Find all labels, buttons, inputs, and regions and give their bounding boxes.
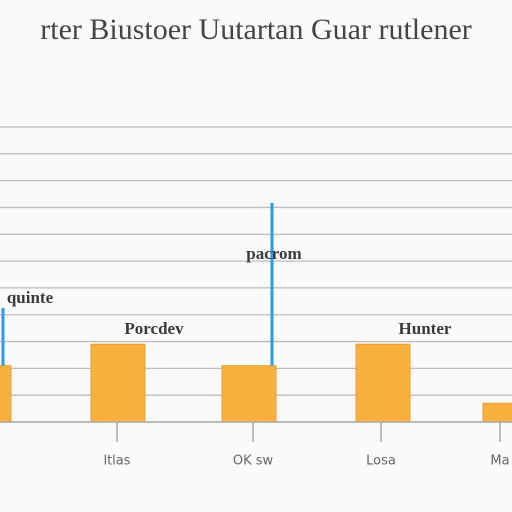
annotation: Hunter [399,319,452,338]
x-tick-label: ltlas [103,454,130,469]
bar [482,402,512,423]
bar [0,365,12,423]
annotation: pacrom [246,244,301,263]
x-tick-label: Ma [490,454,509,469]
chart-title: rter Biustoer Uutartan Guar rutlener [40,13,472,46]
annotation: quinte [7,288,54,307]
stacked-segment [1,308,5,366]
bar [90,343,146,423]
bar [221,365,277,423]
bar [355,343,411,423]
annotation: Porcdev [124,319,184,338]
x-tick-label: OK sw [233,454,274,469]
x-tick-label: Losa [366,454,396,469]
stacked-segment [270,202,274,366]
